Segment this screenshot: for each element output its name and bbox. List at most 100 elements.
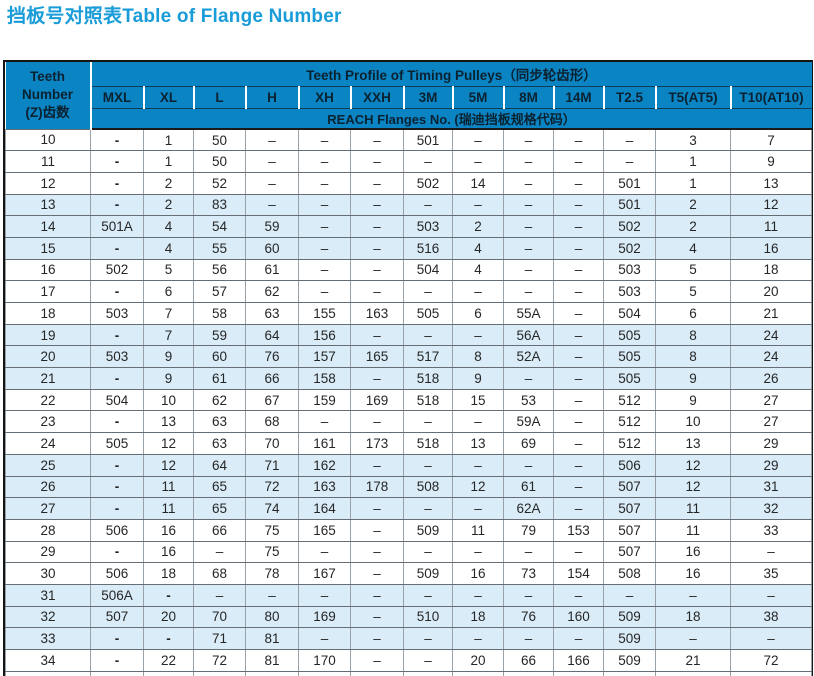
flange-cell-t10-at10-: 13	[729, 171, 813, 195]
flange-cell-mxl: -	[90, 128, 144, 152]
flange-cell-mxl: 507	[90, 605, 144, 629]
flange-cell-h: –	[245, 128, 299, 152]
flange-cell-xh: 162	[298, 453, 351, 477]
flange-cell-t5-at5-: 9	[655, 367, 731, 390]
flange-cell-14m: –	[553, 367, 604, 390]
flange-cell-xl: 9	[143, 345, 194, 369]
flange-cell-l: 66	[193, 518, 246, 542]
flange-cell-xh: –	[298, 410, 351, 434]
flange-cell-mxl: -	[90, 193, 144, 217]
flange-cell-t2.5: 505	[603, 323, 656, 347]
flange-cell-3m: 517	[403, 345, 453, 369]
flange-cell-3m: –	[403, 410, 453, 434]
empty-cell	[298, 670, 351, 676]
flange-cell-8m: –	[503, 627, 554, 650]
flange-cell-t5-at5-: 1	[655, 171, 731, 195]
flange-cell-xxh: –	[350, 583, 404, 607]
flange-cell-xxh: –	[350, 236, 404, 260]
flange-cell-xxh: –	[350, 128, 404, 152]
teeth-number-cell: 11	[5, 150, 91, 173]
teeth-number-cell: 13	[5, 193, 91, 217]
flange-cell-5m: –	[452, 193, 504, 217]
table-body: 10-1 50– – –501– – – –3 7 11-1 50– – – – – – – –1 9 12-2 52…	[5, 128, 813, 676]
teeth-number-cell: 34	[5, 649, 91, 672]
table-row-teeth-18: 18 503 7 58 63 155 163 505 6 55A –504 6 21	[5, 302, 813, 325]
flange-cell-l: 55	[193, 236, 246, 260]
flange-cell-14m: –	[553, 280, 604, 303]
flange-cell-t2.5: –	[603, 128, 656, 152]
flange-cell-mxl: -	[90, 323, 144, 347]
flange-cell-5m: 18	[452, 605, 504, 629]
flange-cell-mxl: -	[90, 236, 144, 260]
flange-cell-h: 70	[245, 432, 299, 455]
flange-cell-h: –	[245, 171, 299, 195]
flange-cell-14m: –	[553, 627, 604, 650]
flange-cell-xxh: –	[350, 258, 404, 282]
table-row-teeth-10: 10-1 50– – –501– – – –3 7	[5, 128, 813, 152]
flange-cell-xl: 1	[143, 150, 194, 173]
column-header-t10-at10-: T10(AT10)	[729, 86, 812, 109]
flange-cell-h: 71	[245, 453, 299, 477]
teeth-number-cell: 17	[5, 280, 91, 303]
flange-cell-t10-at10-: 20	[729, 280, 813, 303]
flange-cell-t5-at5-: 11	[655, 497, 731, 520]
table-row-teeth-19: 19-7 59 64 156– – –56A –505 8 24	[5, 323, 813, 347]
flange-cell-xh: –	[298, 128, 351, 152]
page-title: 挡板号对照表Table of Flange Number	[7, 6, 342, 27]
empty-cell	[90, 670, 144, 676]
column-header-14m: 14M	[552, 86, 604, 109]
flange-cell-xh: –	[298, 193, 351, 217]
flange-cell-xl: -	[143, 627, 194, 650]
flange-cell-xh: –	[298, 627, 351, 650]
flange-cell-h: 59	[245, 215, 299, 238]
teeth-number-cell: 27	[5, 497, 91, 520]
flange-cell-5m: 8	[452, 345, 504, 369]
flange-cell-t10-at10-: 29	[729, 453, 813, 477]
flange-number-table: Teeth Number (Z)齿数 Teeth Profile of Timi…	[5, 62, 813, 676]
flange-cell-h: 75	[245, 518, 299, 542]
flange-cell-t2.5: 507	[603, 497, 656, 520]
flange-cell-xxh: –	[350, 193, 404, 217]
flange-cell-xh: –	[298, 280, 351, 303]
table-row-teeth-11: 11-1 50– – – – – – – –1 9	[5, 150, 813, 173]
flange-cell-3m: –	[403, 280, 453, 303]
flange-cell-5m: 16	[452, 562, 504, 585]
flange-cell-mxl: -	[90, 453, 144, 477]
table-row-teeth-17: 17-6 57 62– – – – – –503 5 20	[5, 280, 813, 303]
empty-cell	[193, 670, 246, 676]
flange-cell-t10-at10-: 12	[729, 193, 813, 217]
flange-cell-t10-at10-: 26	[729, 367, 813, 390]
table-row-teeth-29: 29-16–75– – – – – –507 16–	[5, 540, 813, 564]
flange-cell-h: 64	[245, 323, 299, 347]
teeth-number-cell: 25	[5, 453, 91, 477]
flange-cell-l: 62	[193, 388, 246, 412]
flange-cell-xl: 5	[143, 258, 194, 282]
teeth-number-cell: 16	[5, 258, 91, 282]
column-header-t2.5: T2.5	[602, 86, 656, 109]
flange-cell-8m: 52A	[503, 345, 554, 369]
flange-cell-14m: –	[553, 193, 604, 217]
flange-cell-14m: –	[553, 236, 604, 260]
table-row-teeth-16: 16 502 5 56 61– –504 4– –503 5 18	[5, 258, 813, 282]
flange-cell-14m: 154	[553, 562, 604, 585]
flange-cell-t2.5: 509	[603, 649, 656, 672]
flange-cell-xxh: –	[350, 280, 404, 303]
flange-cell-l: 65	[193, 497, 246, 520]
flange-cell-3m: 505	[403, 302, 453, 325]
header-row-reach: REACH Flanges No. (瑞迪挡板规格代码）	[6, 108, 812, 130]
flange-cell-h: 75	[245, 540, 299, 564]
flange-cell-t10-at10-: 27	[729, 388, 813, 412]
flange-cell-8m: 79	[503, 518, 554, 542]
flange-cell-t10-at10-: –	[729, 540, 813, 564]
flange-cell-xh: –	[298, 236, 351, 260]
column-header-h: H	[244, 86, 299, 109]
teeth-number-cell: 24	[5, 432, 91, 455]
flange-cell-h: 74	[245, 497, 299, 520]
flange-cell-t5-at5-: 5	[655, 280, 731, 303]
flange-cell-8m: 61	[503, 475, 554, 499]
teeth-number-cell: 18	[5, 302, 91, 325]
flange-cell-t5-at5-: –	[655, 583, 731, 607]
flange-cell-t5-at5-: 6	[655, 302, 731, 325]
flange-cell-5m: –	[452, 583, 504, 607]
flange-cell-l: 63	[193, 410, 246, 434]
